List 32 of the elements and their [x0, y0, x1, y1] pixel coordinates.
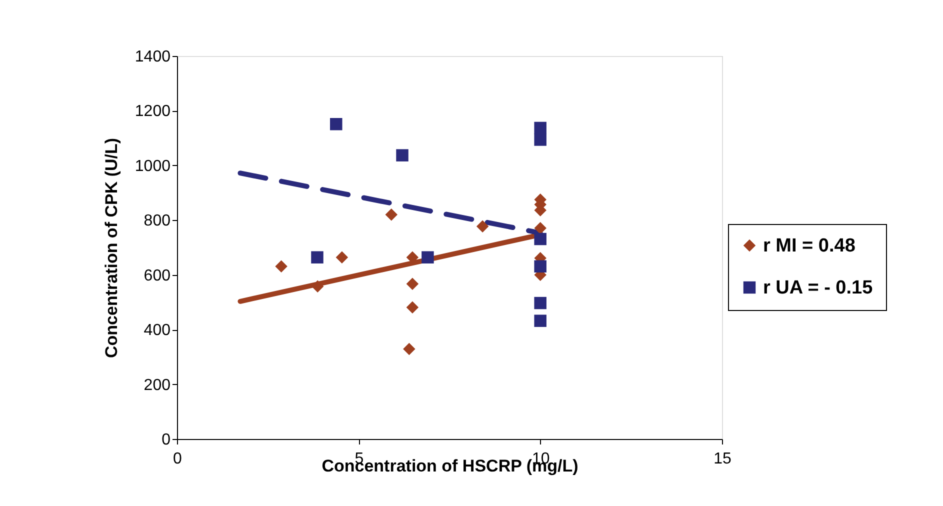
point — [476, 220, 489, 233]
legend-label: r UA = - 0.15 — [763, 278, 874, 298]
point — [534, 260, 546, 272]
point — [275, 260, 288, 272]
x-tick-label: 15 — [714, 450, 732, 468]
point — [534, 222, 546, 234]
point — [534, 232, 546, 246]
y-tick-label: 200 — [144, 376, 171, 394]
point — [330, 118, 342, 130]
point — [385, 208, 398, 221]
point — [406, 301, 419, 314]
point — [403, 342, 416, 356]
point — [311, 251, 324, 264]
point — [422, 251, 434, 264]
y-tick-label: 400 — [144, 322, 171, 340]
y-axis-title: Concentration of CPK (U/L) — [102, 138, 121, 358]
point — [396, 149, 408, 162]
y-tick-label: 1400 — [134, 48, 171, 66]
y-tick-label: 800 — [144, 212, 171, 230]
point — [534, 122, 546, 134]
point — [534, 134, 546, 146]
legend-label: r MI = 0.48 — [763, 236, 856, 256]
point — [534, 296, 546, 310]
point — [534, 314, 546, 327]
y-tick-label: 1000 — [134, 158, 171, 175]
x-tick-label: 0 — [173, 450, 182, 468]
point — [336, 251, 348, 264]
point — [311, 280, 324, 292]
y-tick-label: 1200 — [134, 103, 171, 120]
y-tick-label: 600 — [144, 267, 171, 284]
point — [406, 278, 419, 290]
y-tick-label: 0 — [162, 432, 171, 448]
